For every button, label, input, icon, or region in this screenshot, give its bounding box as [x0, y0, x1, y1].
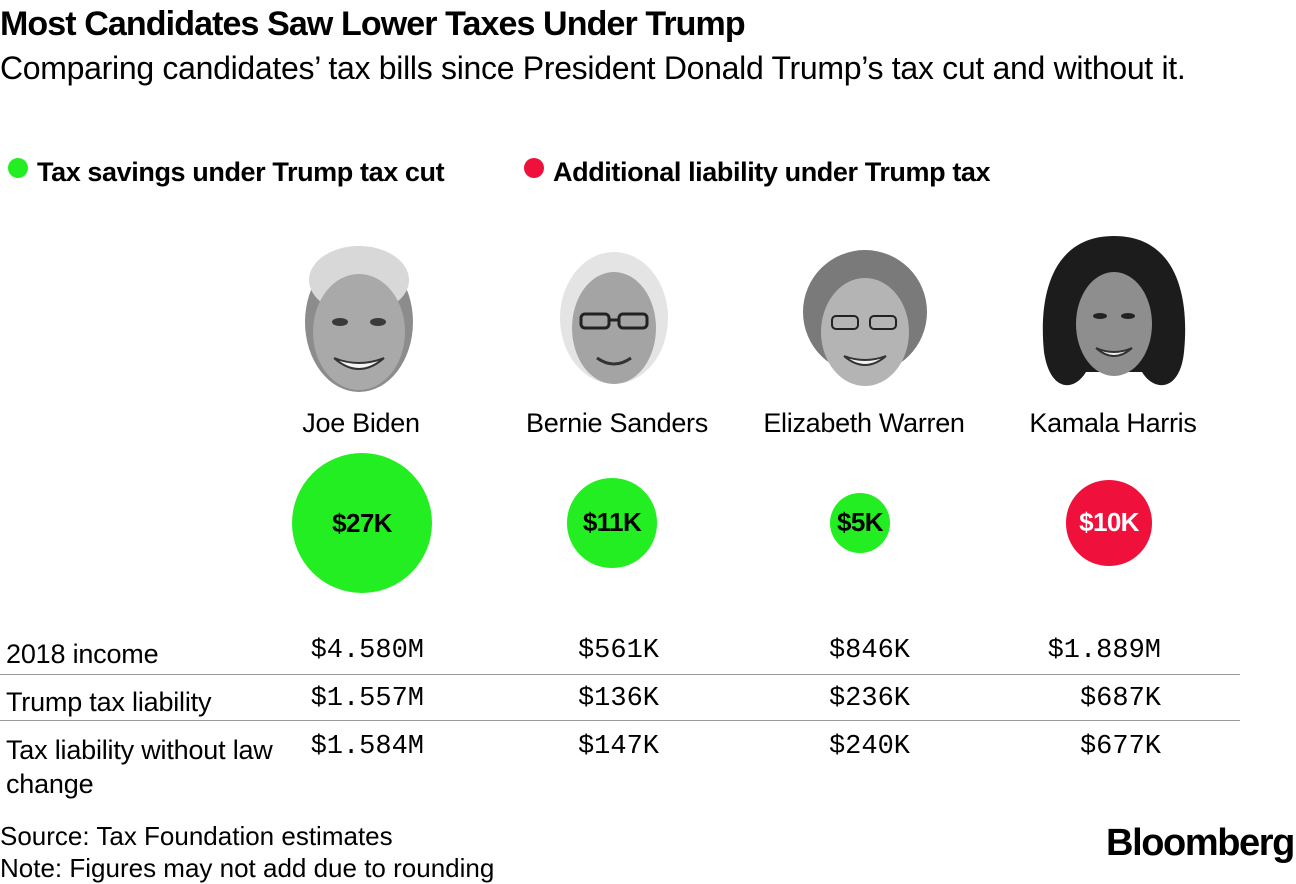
legend-dot-savings	[8, 158, 28, 178]
bubble-label-biden: $27K	[332, 507, 392, 538]
cell-income-harris: $1.889M	[1047, 636, 1161, 666]
candidate-name-harris: Kamala Harris	[1029, 408, 1197, 438]
table-divider	[0, 720, 1240, 721]
legend-dot-liability	[524, 158, 544, 178]
footnote: Note: Figures may not add due to roundin…	[0, 853, 495, 883]
bubble-label-warren: $5K	[837, 507, 884, 538]
cell-trump-biden: $1.557M	[310, 684, 424, 714]
cell-income-sanders: $561K	[577, 636, 659, 666]
bubble-warren: $5K	[829, 492, 891, 554]
chart-title: Most Candidates Saw Lower Taxes Under Tr…	[0, 5, 746, 43]
cell-income-warren: $846K	[828, 636, 910, 666]
joe-biden-portrait	[305, 246, 413, 392]
candidate-name-sanders: Bernie Sanders	[526, 408, 708, 438]
bubble-biden: $27K	[292, 453, 432, 593]
bernie-sanders-portrait	[560, 252, 668, 384]
table-divider	[0, 674, 1240, 675]
cell-without-sanders: $147K	[577, 732, 659, 762]
candidate-name-warren: Elizabeth Warren	[763, 408, 965, 438]
row-label-income: 2018 income	[6, 639, 159, 669]
cell-income-biden: $4.580M	[310, 636, 424, 666]
kamala-harris-portrait	[1042, 236, 1186, 386]
cell-trump-harris: $687K	[1079, 684, 1161, 714]
chart-subtitle: Comparing candidates’ tax bills since Pr…	[0, 50, 1186, 86]
candidate-name-biden: Joe Biden	[302, 408, 420, 438]
legend-item-savings: Tax savings under Trump tax cut	[8, 154, 445, 190]
cell-trump-sanders: $136K	[577, 684, 659, 714]
bubble-label-sanders: $11K	[582, 507, 642, 538]
cell-without-warren: $240K	[828, 732, 910, 762]
legend-item-liability: Additional liability under Trump tax	[524, 154, 991, 190]
cell-without-harris: $677K	[1079, 732, 1161, 762]
elizabeth-warren-portrait	[803, 250, 927, 386]
bloomberg-logo: Bloomberg	[1106, 822, 1295, 864]
bubble-sanders: $11K	[567, 478, 657, 568]
bubble-harris: $10K	[1066, 480, 1152, 566]
row-label-without-law: Tax liability without law change	[6, 735, 273, 799]
cell-trump-warren: $236K	[828, 684, 910, 714]
legend-label-savings: Tax savings under Trump tax cut	[37, 156, 445, 187]
bubble-label-harris: $10K	[1079, 507, 1139, 538]
legend-label-liability: Additional liability under Trump tax	[553, 156, 991, 187]
cell-without-biden: $1.584M	[310, 732, 424, 762]
source-note: Source: Tax Foundation estimates	[0, 821, 393, 851]
row-label-trump-liability: Trump tax liability	[6, 687, 212, 717]
